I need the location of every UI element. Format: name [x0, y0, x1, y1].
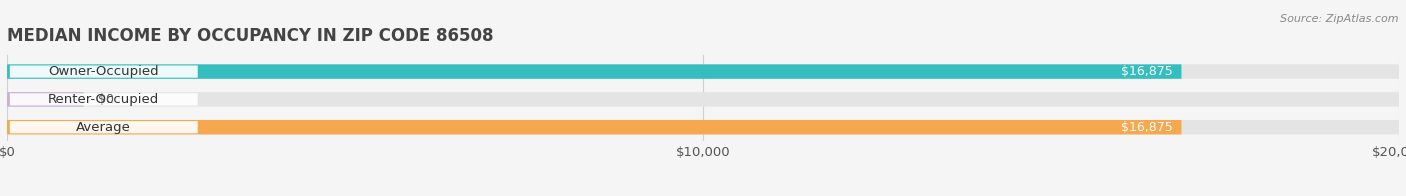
FancyBboxPatch shape [7, 64, 1399, 79]
FancyBboxPatch shape [7, 120, 1181, 134]
Text: MEDIAN INCOME BY OCCUPANCY IN ZIP CODE 86508: MEDIAN INCOME BY OCCUPANCY IN ZIP CODE 8… [7, 27, 494, 45]
Text: $0: $0 [97, 93, 114, 106]
Text: Renter-Occupied: Renter-Occupied [48, 93, 159, 106]
FancyBboxPatch shape [7, 92, 83, 107]
Text: $16,875: $16,875 [1122, 65, 1173, 78]
Text: Source: ZipAtlas.com: Source: ZipAtlas.com [1281, 14, 1399, 24]
Text: $16,875: $16,875 [1122, 121, 1173, 134]
Text: Average: Average [76, 121, 131, 134]
FancyBboxPatch shape [10, 65, 198, 78]
Text: Owner-Occupied: Owner-Occupied [48, 65, 159, 78]
FancyBboxPatch shape [10, 121, 198, 133]
FancyBboxPatch shape [7, 92, 1399, 107]
FancyBboxPatch shape [7, 120, 1399, 134]
FancyBboxPatch shape [10, 93, 198, 105]
FancyBboxPatch shape [7, 64, 1181, 79]
